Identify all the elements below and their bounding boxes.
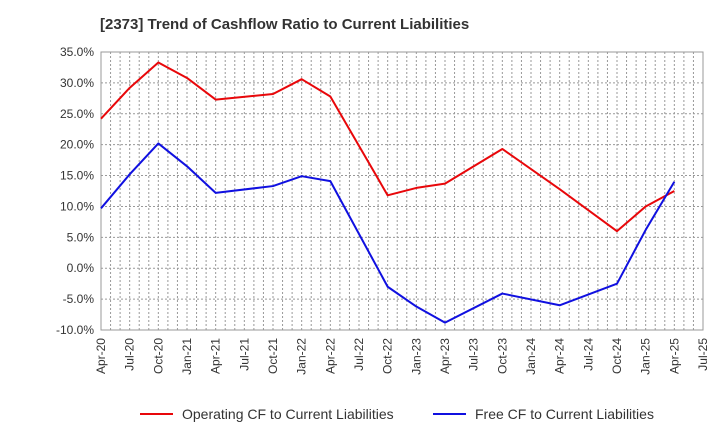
series-layer [100, 61, 676, 324]
x-tick-label: Jan-21 [180, 338, 194, 375]
x-tick-label: Jul-24 [581, 338, 595, 371]
x-tick-label: Oct-23 [495, 338, 509, 374]
legend: Operating CF to Current Liabilities Free … [140, 406, 654, 422]
x-tick-label: Apr-23 [438, 338, 452, 374]
x-tick-label: Jul-22 [352, 338, 366, 371]
x-tick-label: Oct-20 [151, 338, 165, 374]
x-tick-label: Apr-21 [209, 338, 223, 374]
x-tick-label: Jul-21 [237, 338, 251, 371]
x-tick-label: Jan-24 [524, 338, 538, 375]
x-tick-label: Jul-25 [696, 338, 710, 371]
y-tick-label: 5.0% [67, 230, 95, 244]
y-tick-label: 10.0% [60, 199, 94, 213]
chart-title: [2373] Trend of Cashflow Ratio to Curren… [100, 16, 470, 33]
y-tick-label: 15.0% [60, 169, 94, 183]
x-tick-label: Jan-22 [295, 338, 309, 375]
x-tick-label: Jul-20 [123, 338, 137, 371]
y-tick-label: 35.0% [60, 45, 94, 59]
series-line-2 [100, 142, 676, 324]
y-axis: 35.0% 30.0% 25.0% 20.0% 15.0% 10.0% 5.0% 0.0% -5… [56, 45, 94, 337]
x-tick-label: Apr-20 [94, 338, 108, 374]
y-tick-label: 25.0% [60, 107, 94, 121]
x-axis: Apr-20 Jul-20 Oct-20 Jan-21 Apr-21 Jul-21 Oct-… [94, 338, 710, 375]
x-tick-label: Oct-22 [381, 338, 395, 374]
y-tick-label: -5.0% [63, 292, 95, 306]
legend-label-1: Operating CF to Current Liabilities [182, 406, 394, 422]
y-tick-label: 0.0% [67, 261, 95, 275]
x-tick-label: Apr-24 [553, 338, 567, 374]
x-tick-label: Jan-25 [639, 338, 653, 375]
x-tick-label: Oct-24 [610, 338, 624, 374]
x-tick-label: Jan-23 [409, 338, 423, 375]
x-tick-label: Jul-23 [467, 338, 481, 371]
y-tick-label: 30.0% [60, 76, 94, 90]
series-line-1 [100, 61, 675, 233]
grid [100, 51, 704, 331]
x-tick-label: Apr-25 [667, 338, 681, 374]
x-tick-label: Oct-21 [266, 338, 280, 374]
x-tick-label: Apr-22 [323, 338, 337, 374]
y-tick-label: -10.0% [56, 323, 94, 337]
legend-label-2: Free CF to Current Liabilities [475, 406, 654, 422]
y-tick-label: 20.0% [60, 138, 94, 152]
